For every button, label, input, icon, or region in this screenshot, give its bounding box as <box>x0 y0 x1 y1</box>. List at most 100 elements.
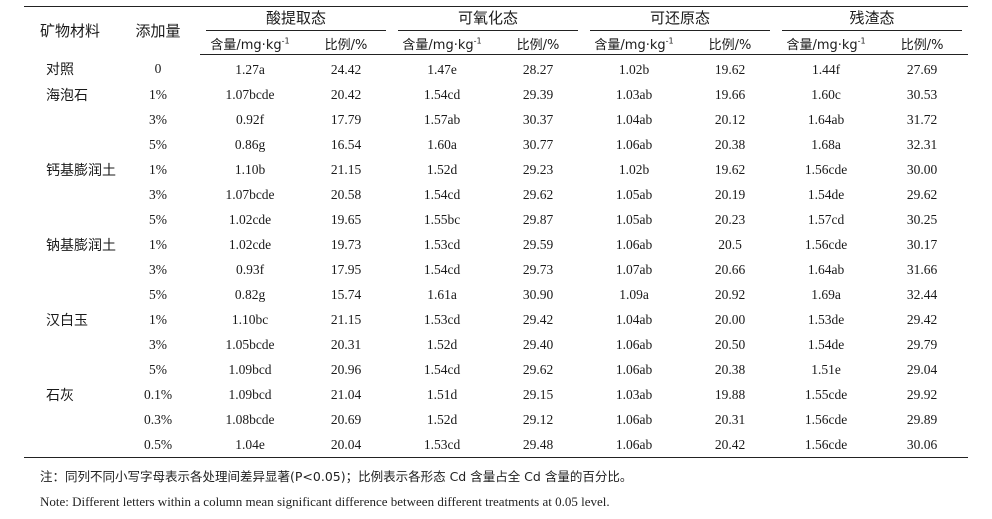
cell-ratio: 20.31 <box>330 336 362 352</box>
cell-content: 1.47e <box>427 61 457 77</box>
cell-ratio: 16.54 <box>330 136 362 152</box>
cell-ratio: 19.88 <box>714 386 746 402</box>
cell-ratio: 29.62 <box>522 361 554 377</box>
header-ratio: 比例/% <box>684 32 777 55</box>
cell-ratio: 20.31 <box>714 411 746 427</box>
table-row: 3% 1.07bcde 20.58 1.54cd 29.62 1.05ab 20.19 1.5… <box>24 182 968 207</box>
cell-content: 1.10bc <box>231 311 269 327</box>
cell-ratio: 20.00 <box>714 311 746 327</box>
cell-ratio: 30.06 <box>876 432 969 458</box>
group-label: 残渣态 <box>782 7 963 31</box>
cell-content: 1.05bcde <box>225 336 275 352</box>
cell-ratio: 29.42 <box>522 311 554 327</box>
header-content: 含量/mg·kg-1 <box>776 32 877 55</box>
cell-addition: 3% <box>149 336 167 352</box>
cell-content: 1.54cd <box>423 86 461 102</box>
cell-content: 1.54cd <box>423 186 461 202</box>
table-row: 海泡石 1% 1.07bcde 20.42 1.54cd 29.39 1.03ab 19.66… <box>24 82 968 107</box>
header-group-oxidizable: 可氧化态 <box>392 6 585 32</box>
cell-ratio: 32.44 <box>906 286 938 302</box>
cell-content: 1.54de <box>807 186 845 202</box>
cell-addition: 5% <box>149 286 167 302</box>
cell-ratio: 20.38 <box>714 136 746 152</box>
cell-ratio: 19.65 <box>330 211 362 227</box>
group-label: 可还原态 <box>590 7 771 31</box>
cell-content: 1.09bcd <box>228 361 272 377</box>
cell-content: 1.69a <box>811 286 841 302</box>
table-row: 0.3% 1.08bcde 20.69 1.52d 29.12 1.06ab 20.31 1.… <box>24 407 968 432</box>
cell-ratio: 29.62 <box>522 186 554 202</box>
cell-ratio: 21.15 <box>330 311 362 327</box>
cell-material <box>24 257 116 282</box>
table-row: 3% 0.93f 17.95 1.54cd 29.73 1.07ab 20.66 1.64ab… <box>24 257 968 282</box>
cell-ratio: 31.66 <box>906 261 938 277</box>
cell-ratio: 21.04 <box>330 386 362 402</box>
cell-ratio: 19.62 <box>714 161 746 177</box>
group-label: 酸提取态 <box>206 7 387 31</box>
cell-ratio: 17.79 <box>330 111 362 127</box>
cell-ratio: 31.72 <box>906 111 938 127</box>
cell-ratio: 30.37 <box>522 111 554 127</box>
cell-ratio: 20.19 <box>714 186 746 202</box>
cell-content: 1.54cd <box>423 261 461 277</box>
cell-ratio: 29.59 <box>522 236 554 252</box>
cell-ratio: 29.62 <box>906 186 938 202</box>
cell-ratio: 30.77 <box>522 136 554 152</box>
cell-content: 1.09a <box>619 286 649 302</box>
cell-ratio: 29.39 <box>522 86 554 102</box>
cell-content: 1.61a <box>427 286 457 302</box>
table-row: 对照 0 1.27a 24.42 1.47e 28.27 1.02b 19.62 1.44f 27… <box>24 55 968 83</box>
cell-ratio: 20.42 <box>330 86 362 102</box>
cell-content: 1.52d <box>426 161 458 177</box>
group-label: 可氧化态 <box>398 7 579 31</box>
header-ratio: 比例/% <box>492 32 585 55</box>
header-material: 矿物材料 <box>24 6 116 55</box>
cell-addition: 3% <box>149 111 167 127</box>
cell-content: 1.54de <box>807 336 845 352</box>
cell-ratio: 28.27 <box>522 61 554 77</box>
cell-content: 1.10b <box>234 161 266 177</box>
cell-content: 1.02cde <box>228 236 272 252</box>
header-addition: 添加量 <box>116 6 200 55</box>
cell-content: 1.06ab <box>615 236 653 252</box>
cell-content: 1.05ab <box>615 211 653 227</box>
table-row: 3% 0.92f 17.79 1.57ab 30.37 1.04ab 20.12 1.64ab… <box>24 107 968 132</box>
cell-ratio: 30.90 <box>522 286 554 302</box>
cell-ratio: 20.50 <box>714 336 746 352</box>
header-ratio: 比例/% <box>300 32 393 55</box>
cell-ratio: 20.5 <box>718 236 742 252</box>
cell-content: 1.52d <box>426 336 458 352</box>
cell-content: 1.53cd <box>423 311 461 327</box>
cell-ratio: 19.66 <box>714 86 746 102</box>
table-row: 钙基膨润土 1% 1.10b 21.15 1.52d 29.23 1.02b 19.62 1.5… <box>24 157 968 182</box>
cell-ratio: 29.40 <box>522 336 554 352</box>
cell-ratio: 30.53 <box>906 86 938 102</box>
header-ratio: 比例/% <box>876 32 969 55</box>
cell-material: 海泡石 <box>46 87 88 104</box>
cell-content: 1.60a <box>427 136 457 152</box>
cell-material: 对照 <box>46 62 74 79</box>
table-row: 5% 0.86g 16.54 1.60a 30.77 1.06ab 20.38 1.68a 32… <box>24 132 968 157</box>
cell-content: 1.07bcde <box>225 86 275 102</box>
table-row: 5% 1.02cde 19.65 1.55bc 29.87 1.05ab 20.23 1.57… <box>24 207 968 232</box>
cell-ratio: 30.17 <box>906 236 938 252</box>
cell-content: 1.53de <box>807 311 845 327</box>
cell-content: 1.64ab <box>807 261 845 277</box>
cell-material: 钠基膨润土 <box>46 237 116 254</box>
header-content: 含量/mg·kg-1 <box>584 32 685 55</box>
cell-content: 1.06ab <box>615 411 653 427</box>
table-row: 汉白玉 1% 1.10bc 21.15 1.53cd 29.42 1.04ab 20.00 1.… <box>24 307 968 332</box>
table-body: 对照 0 1.27a 24.42 1.47e 28.27 1.02b 19.62 1.44f 27… <box>24 55 969 458</box>
cell-addition: 5% <box>149 211 167 227</box>
cell-content: 1.57cd <box>807 211 845 227</box>
cell-material <box>24 282 116 307</box>
cell-addition: 1% <box>149 86 167 102</box>
cell-ratio: 20.12 <box>714 111 746 127</box>
cell-addition: 0.3% <box>143 411 173 427</box>
cell-content: 1.51e <box>811 361 841 377</box>
cell-addition: 0 <box>154 61 162 77</box>
table-row: 5% 0.82g 15.74 1.61a 30.90 1.09a 20.92 1.69a 32.… <box>24 282 968 307</box>
cell-material <box>24 182 116 207</box>
cell-content: 0.86g <box>234 136 266 152</box>
cell-ratio: 20.38 <box>714 361 746 377</box>
